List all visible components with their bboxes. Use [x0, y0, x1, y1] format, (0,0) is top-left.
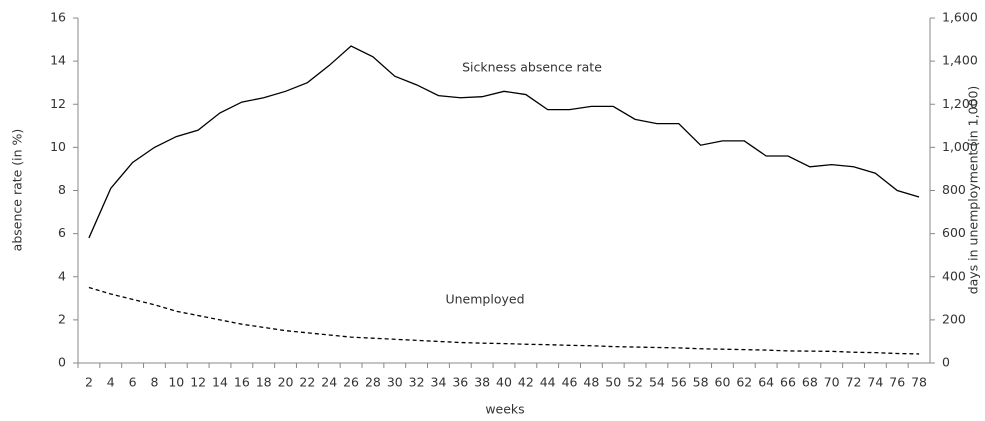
- x-tick-label: 58: [693, 375, 709, 390]
- x-tick-label: 10: [168, 375, 184, 390]
- series-label: Sickness absence rate: [462, 60, 602, 75]
- x-tick-label: 26: [343, 375, 359, 390]
- x-tick-label: 72: [846, 375, 862, 390]
- y2-tick-label: 600: [942, 225, 966, 240]
- x-tick-label: 22: [299, 375, 315, 390]
- x-tick-label: 46: [562, 375, 578, 390]
- y2-tick-label: 1,200: [942, 96, 978, 111]
- y2-tick-label: 1,600: [942, 10, 978, 25]
- y-tick-label: 16: [50, 10, 66, 25]
- x-tick-label: 56: [671, 375, 687, 390]
- x-tick-label: 52: [627, 375, 643, 390]
- y-tick-label: 10: [50, 139, 66, 154]
- x-tick-label: 78: [911, 375, 927, 390]
- x-tick-label: 44: [540, 375, 556, 390]
- line: [88, 286, 920, 355]
- series-label: Unemployed: [445, 292, 524, 307]
- x-tick-label: 36: [452, 375, 468, 390]
- y2-tick-label: 1,400: [942, 53, 978, 68]
- x-tick-label: 54: [649, 375, 665, 390]
- x-axis-title: weeks: [485, 402, 524, 417]
- line: [88, 45, 920, 239]
- y2-tick-label: 400: [942, 268, 966, 283]
- y2-tick-label: 800: [942, 182, 966, 197]
- x-tick-label: 60: [715, 375, 731, 390]
- x-tick-label: 34: [431, 375, 447, 390]
- y2-tick-label: 1,000: [942, 139, 978, 154]
- x-tick-label: 38: [474, 375, 490, 390]
- y-tick-label: 6: [58, 225, 66, 240]
- y-tick-label: 2: [58, 311, 66, 326]
- y-tick-label: 8: [58, 182, 66, 197]
- x-tick-label: 8: [150, 375, 158, 390]
- x-tick-label: 16: [234, 375, 250, 390]
- x-tick-label: 76: [889, 375, 905, 390]
- x-tick-label: 12: [190, 375, 206, 390]
- x-tick-label: 18: [256, 375, 272, 390]
- y2-tick-label: 0: [942, 355, 950, 370]
- x-tick-label: 24: [321, 375, 337, 390]
- x-tick-label: 62: [736, 375, 752, 390]
- x-tick-label: 30: [387, 375, 403, 390]
- x-tick-label: 50: [605, 375, 621, 390]
- x-tick-label: 48: [583, 375, 599, 390]
- x-tick-label: 4: [107, 375, 115, 390]
- y2-tick-label: 200: [942, 311, 966, 326]
- x-tick-label: 42: [518, 375, 534, 390]
- y-axis-title: absence rate (in %): [10, 129, 25, 252]
- x-tick-label: 66: [780, 375, 796, 390]
- x-tick-label: 32: [409, 375, 425, 390]
- x-tick-label: 64: [758, 375, 774, 390]
- x-tick-label: 68: [802, 375, 818, 390]
- y-tick-label: 4: [58, 268, 66, 283]
- y2-axis-title: days in unemployment (in 1,000): [966, 86, 981, 295]
- y-tick-label: 0: [58, 355, 66, 370]
- x-tick-label: 74: [867, 375, 883, 390]
- y-tick-label: 12: [50, 96, 66, 111]
- y-tick-label: 14: [50, 53, 66, 68]
- x-tick-label: 2: [85, 375, 93, 390]
- x-tick-label: 40: [496, 375, 512, 390]
- x-tick-label: 20: [278, 375, 294, 390]
- x-tick-label: 28: [365, 375, 381, 390]
- x-tick-label: 14: [212, 375, 228, 390]
- x-tick-label: 70: [824, 375, 840, 390]
- x-tick-label: 6: [129, 375, 137, 390]
